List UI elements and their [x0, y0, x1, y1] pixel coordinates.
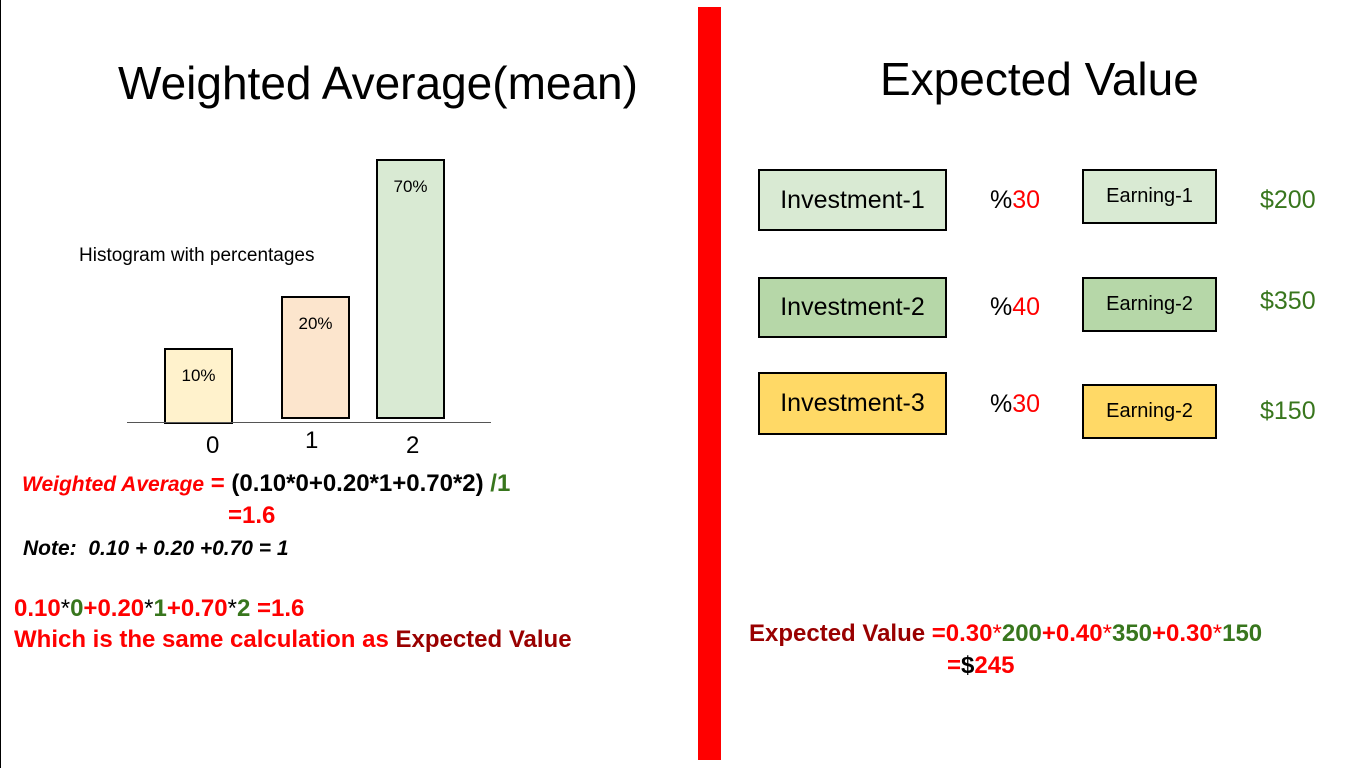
earning-3-amount: $150 [1260, 397, 1316, 426]
ev-a1: 200 [1001, 620, 1042, 647]
calc-plus-1: + [83, 595, 98, 622]
calc-result: =1.6 [250, 595, 305, 622]
formula-expression: (0.10*0+0.20*1+0.70*2) [231, 470, 484, 497]
ev-times-1: * [992, 620, 1002, 647]
calc-p1: 0.10 [14, 595, 61, 622]
histogram-bar-2: 70% [376, 159, 445, 419]
earning-2-label: Earning-2 [1106, 293, 1193, 315]
ev-label: Expected Value [749, 620, 932, 647]
ev-p1: 0.30 [945, 620, 993, 647]
calc-times-1: * [60, 595, 71, 622]
ev-p3: 0.30 [1166, 620, 1213, 647]
weighted-average-formula: Weighted Average = (0.10*0+0.20*1+0.70*2… [22, 470, 510, 498]
percent-sign: % [990, 186, 1013, 214]
ev-result-eq: = [947, 652, 962, 679]
histogram-bar-1: 20% [281, 296, 350, 419]
calc-v3: 2 [236, 595, 251, 622]
bar-label-1: 20% [298, 314, 333, 333]
percent-value: 40 [1012, 293, 1041, 321]
earning-1-amount: $200 [1260, 186, 1316, 215]
earning-2-box: Earning-2 [1082, 277, 1217, 332]
bar-label-2: 70% [393, 177, 428, 196]
ev-p2: 0.40 [1055, 620, 1103, 647]
histogram-axis [127, 422, 491, 423]
amount-value: 350 [1273, 287, 1316, 315]
formula-result: =1.6 [228, 502, 276, 529]
earning-3-label: Earning-2 [1106, 400, 1193, 422]
earning-3-box: Earning-2 [1082, 384, 1217, 439]
ev-eq: = [931, 620, 946, 647]
investment-2-percent: %40 [990, 293, 1040, 322]
calc-p3: 0.70 [180, 595, 228, 622]
ev-times-3: * [1212, 620, 1223, 647]
investment-3-label: Investment-3 [780, 389, 925, 417]
amount-value: 150 [1273, 397, 1316, 425]
percent-sign: % [990, 390, 1013, 418]
sum-note: Note: 0.10 + 0.20 +0.70 = 1 [23, 537, 289, 560]
ev-plus-2: + [1152, 620, 1167, 647]
expected-value-ref: Expected Value [395, 626, 572, 653]
calc-v1: 0 [70, 595, 84, 622]
currency-sign: $ [1260, 397, 1274, 425]
earning-1-box: Earning-1 [1082, 169, 1217, 224]
investment-1-percent: %30 [990, 186, 1040, 215]
red-divider [698, 7, 721, 760]
investment-1-box: Investment-1 [758, 169, 947, 231]
expected-value-formula: Expected Value =0.30*200+0.40*350+0.30*1… [749, 620, 1262, 648]
currency-sign: $ [1260, 287, 1274, 315]
ev-a2: 350 [1111, 620, 1153, 647]
formula-eq: = [204, 470, 232, 497]
percent-value: 30 [1012, 390, 1041, 418]
same-calculation-text: Which is the same calculation as [14, 626, 396, 653]
calc-times-2: * [144, 595, 154, 622]
calc-times-3: * [227, 595, 237, 622]
earning-2-amount: $350 [1260, 287, 1316, 316]
ev-result-currency: $ [961, 652, 975, 679]
ev-result-value: 245 [974, 652, 1015, 679]
percent-value: 30 [1012, 186, 1041, 214]
bar-label-0: 10% [181, 366, 216, 385]
earning-1-label: Earning-1 [1106, 185, 1193, 207]
calculation-line: 0.10*0+0.20*1+0.70*2 =1.6 [14, 595, 304, 623]
percent-sign: % [990, 293, 1013, 321]
same-calculation-line: Which is the same calculation as Expecte… [14, 626, 572, 654]
investment-3-box: Investment-3 [758, 372, 947, 435]
amount-value: 200 [1273, 186, 1316, 214]
tick-label-1: 1 [305, 427, 319, 454]
ev-times-2: * [1102, 620, 1112, 647]
left-border [0, 0, 1, 768]
expected-value-title: Expected Value [880, 53, 1199, 105]
histogram-label: Histogram with percentages [79, 245, 315, 266]
calc-v2: 1 [153, 595, 167, 622]
histogram-bar-0: 10% [164, 348, 233, 424]
investment-3-percent: %30 [990, 390, 1040, 419]
tick-label-0: 0 [206, 432, 220, 459]
formula-label: Weighted Average [22, 473, 205, 496]
investment-2-box: Investment-2 [758, 277, 947, 338]
formula-divisor: /1 [483, 470, 511, 497]
expected-value-result: =$245 [947, 652, 1014, 680]
weighted-average-title: Weighted Average(mean) [118, 57, 638, 109]
currency-sign: $ [1260, 186, 1274, 214]
ev-plus-1: + [1041, 620, 1056, 647]
tick-label-2: 2 [406, 432, 420, 459]
calc-p2: 0.20 [97, 595, 145, 622]
calc-plus-2: + [166, 595, 181, 622]
investment-1-label: Investment-1 [780, 185, 925, 214]
investment-2-label: Investment-2 [780, 293, 925, 321]
ev-a3: 150 [1222, 620, 1263, 647]
